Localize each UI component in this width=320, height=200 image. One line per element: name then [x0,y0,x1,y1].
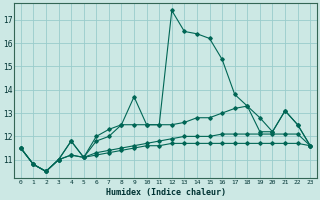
X-axis label: Humidex (Indice chaleur): Humidex (Indice chaleur) [106,188,226,197]
